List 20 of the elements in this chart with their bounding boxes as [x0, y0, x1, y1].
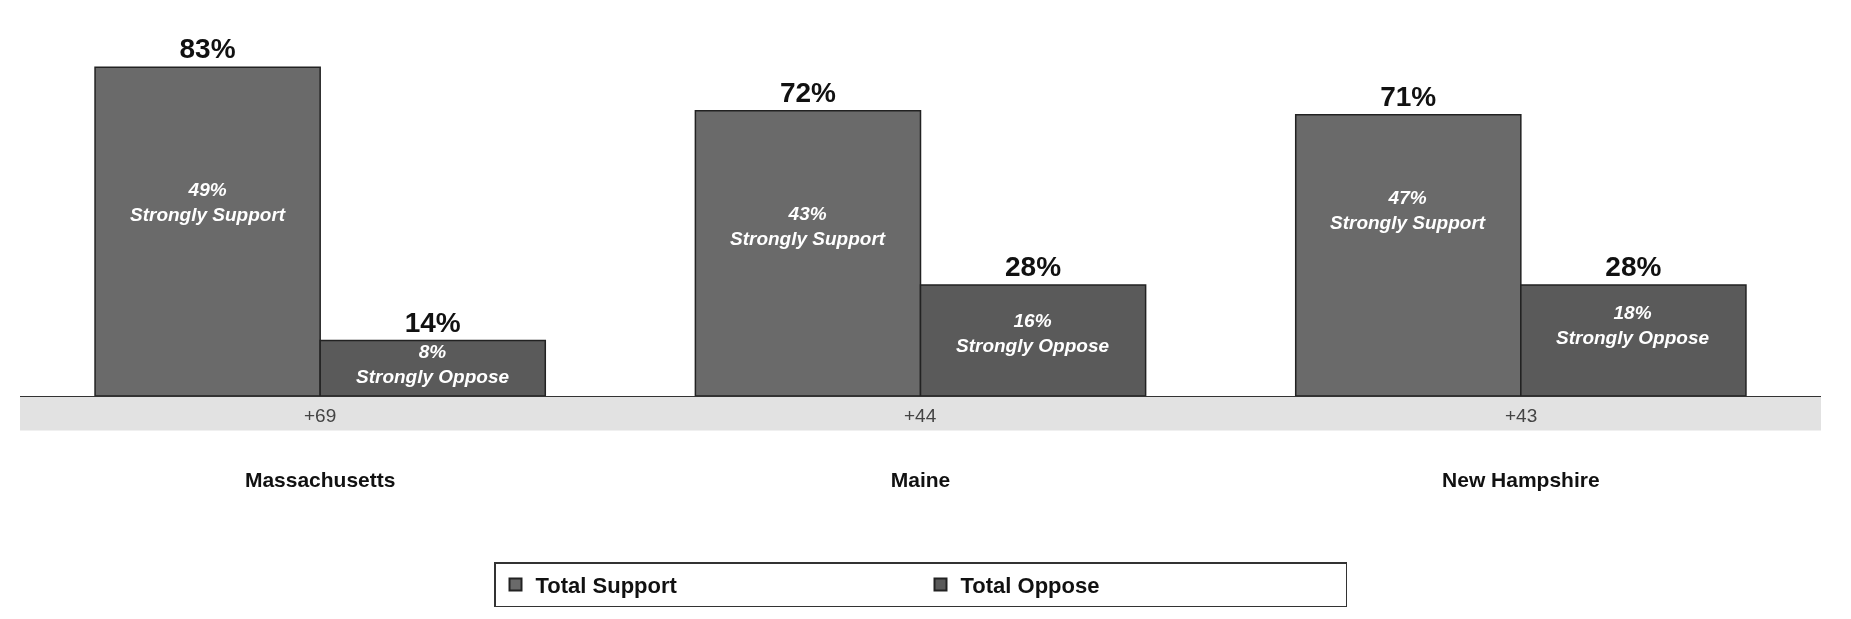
data-label: 83%	[179, 33, 236, 65]
text: +43	[1505, 405, 1538, 426]
data-label: 71%	[1380, 80, 1437, 112]
x-tick-label: Massachusetts	[244, 468, 396, 492]
annotation: 16% Strongly Oppose	[956, 310, 1110, 356]
legend-label: Total Oppose	[960, 572, 1100, 598]
text: +44	[904, 405, 937, 426]
data-label: 28%	[1605, 251, 1662, 283]
annotation: 47% Strongly Support	[1330, 187, 1486, 233]
data-label: 14%	[404, 306, 461, 338]
x-tick-label: Maine	[890, 468, 951, 492]
data-label: 72%	[779, 76, 837, 108]
annotation: 49% Strongly Support	[130, 179, 286, 225]
annotation: 43% Strongly Support	[730, 203, 886, 249]
annotation: 8% Strongly Oppose	[356, 341, 510, 387]
annotation: 18% Strongly Oppose	[1556, 302, 1710, 348]
legend-label: Total Support	[535, 572, 678, 598]
data-label: 28%	[1004, 251, 1062, 283]
x-tick-label: New Hampshire	[1442, 468, 1600, 492]
text: +69	[304, 405, 337, 426]
